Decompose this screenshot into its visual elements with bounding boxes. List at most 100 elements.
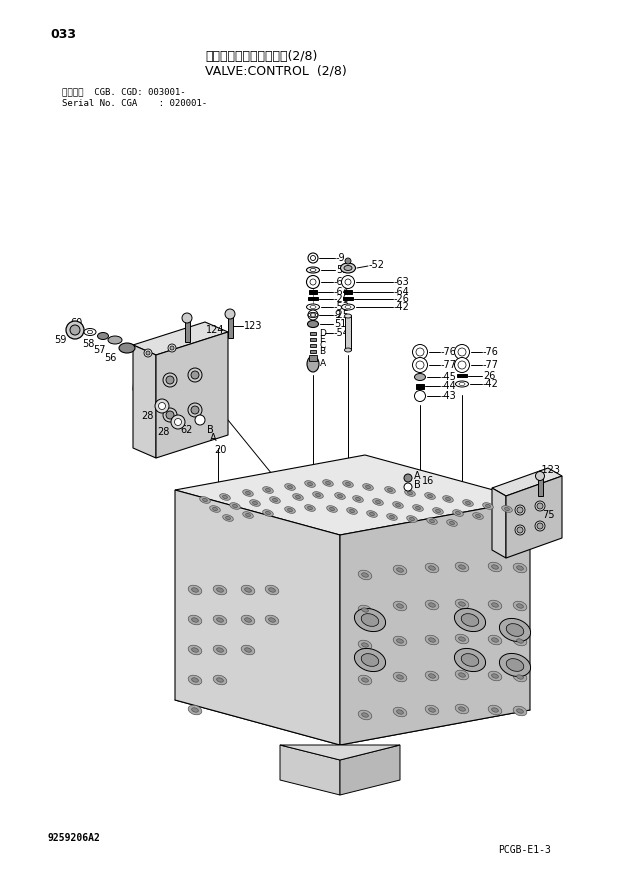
Text: -44: -44 [441,381,457,391]
Ellipse shape [307,356,319,372]
Ellipse shape [192,678,198,682]
Polygon shape [492,468,562,496]
Ellipse shape [350,509,355,513]
Ellipse shape [327,506,337,513]
Ellipse shape [513,564,527,573]
Circle shape [306,276,319,289]
Text: 123: 123 [244,321,262,331]
Circle shape [412,345,428,360]
Bar [416,384,424,389]
Ellipse shape [366,511,378,517]
Polygon shape [133,322,228,355]
Ellipse shape [485,504,490,507]
Text: A: A [320,359,326,368]
Circle shape [458,348,466,356]
Text: 75: 75 [542,510,554,520]
Ellipse shape [488,563,502,571]
Ellipse shape [516,675,523,679]
Ellipse shape [415,507,420,509]
Ellipse shape [492,638,498,642]
Ellipse shape [499,654,531,676]
Ellipse shape [340,263,355,273]
Circle shape [66,321,84,339]
Ellipse shape [242,512,254,518]
Circle shape [195,415,205,425]
Ellipse shape [223,495,228,499]
Ellipse shape [361,654,379,667]
Circle shape [412,358,428,373]
Ellipse shape [241,615,255,625]
Ellipse shape [213,507,218,511]
Polygon shape [156,332,228,458]
Ellipse shape [316,493,321,497]
Circle shape [535,501,545,511]
Circle shape [170,346,174,350]
Ellipse shape [344,265,352,270]
Circle shape [454,358,469,373]
Polygon shape [340,745,400,795]
Text: -123: -123 [539,465,561,475]
Circle shape [515,525,525,535]
Circle shape [416,361,424,369]
Ellipse shape [389,515,394,519]
Ellipse shape [293,493,303,500]
Text: 9259206A2: 9259206A2 [48,833,101,843]
Ellipse shape [108,336,122,344]
Ellipse shape [226,516,231,520]
Ellipse shape [273,499,277,501]
Circle shape [191,371,199,379]
Polygon shape [280,745,400,760]
Ellipse shape [463,500,473,507]
Text: 56: 56 [105,353,117,363]
Ellipse shape [428,603,435,607]
Text: VALVE:CONTROL  (2/8): VALVE:CONTROL (2/8) [205,65,347,78]
Text: -77: -77 [483,360,499,370]
Ellipse shape [245,648,251,652]
Text: -43: -43 [441,391,457,401]
Ellipse shape [306,267,319,273]
Text: C: C [319,341,326,351]
Text: 53: 53 [336,265,348,275]
Ellipse shape [455,704,469,714]
Ellipse shape [306,304,319,310]
Text: -76: -76 [483,347,499,357]
Ellipse shape [507,659,524,671]
Ellipse shape [87,330,92,333]
Bar [310,332,316,335]
Ellipse shape [396,503,401,507]
Polygon shape [133,345,156,458]
Polygon shape [340,500,530,745]
Ellipse shape [425,600,439,610]
Ellipse shape [335,493,345,500]
Ellipse shape [213,615,227,625]
Ellipse shape [326,481,330,485]
Ellipse shape [312,492,323,499]
Text: Serial No. CGA    : 020001-: Serial No. CGA : 020001- [62,99,207,108]
Ellipse shape [361,713,368,718]
Text: -45: -45 [441,372,457,382]
Circle shape [144,349,152,357]
Polygon shape [280,745,340,795]
Polygon shape [506,476,562,558]
Circle shape [311,312,316,318]
Polygon shape [492,488,506,558]
Text: 26: 26 [483,371,495,381]
Ellipse shape [472,513,484,520]
Ellipse shape [393,707,407,717]
Bar [538,478,543,496]
Ellipse shape [405,490,415,496]
Ellipse shape [505,507,510,511]
Ellipse shape [188,645,202,654]
Text: -64: -64 [394,287,410,297]
Text: -42: -42 [483,379,499,389]
Ellipse shape [513,706,527,716]
Circle shape [188,368,202,382]
Ellipse shape [456,381,469,387]
Ellipse shape [358,606,372,615]
Ellipse shape [363,484,373,490]
Text: E: E [319,335,325,345]
Ellipse shape [450,522,454,525]
Ellipse shape [370,513,374,515]
Circle shape [342,276,355,289]
Ellipse shape [492,708,498,712]
